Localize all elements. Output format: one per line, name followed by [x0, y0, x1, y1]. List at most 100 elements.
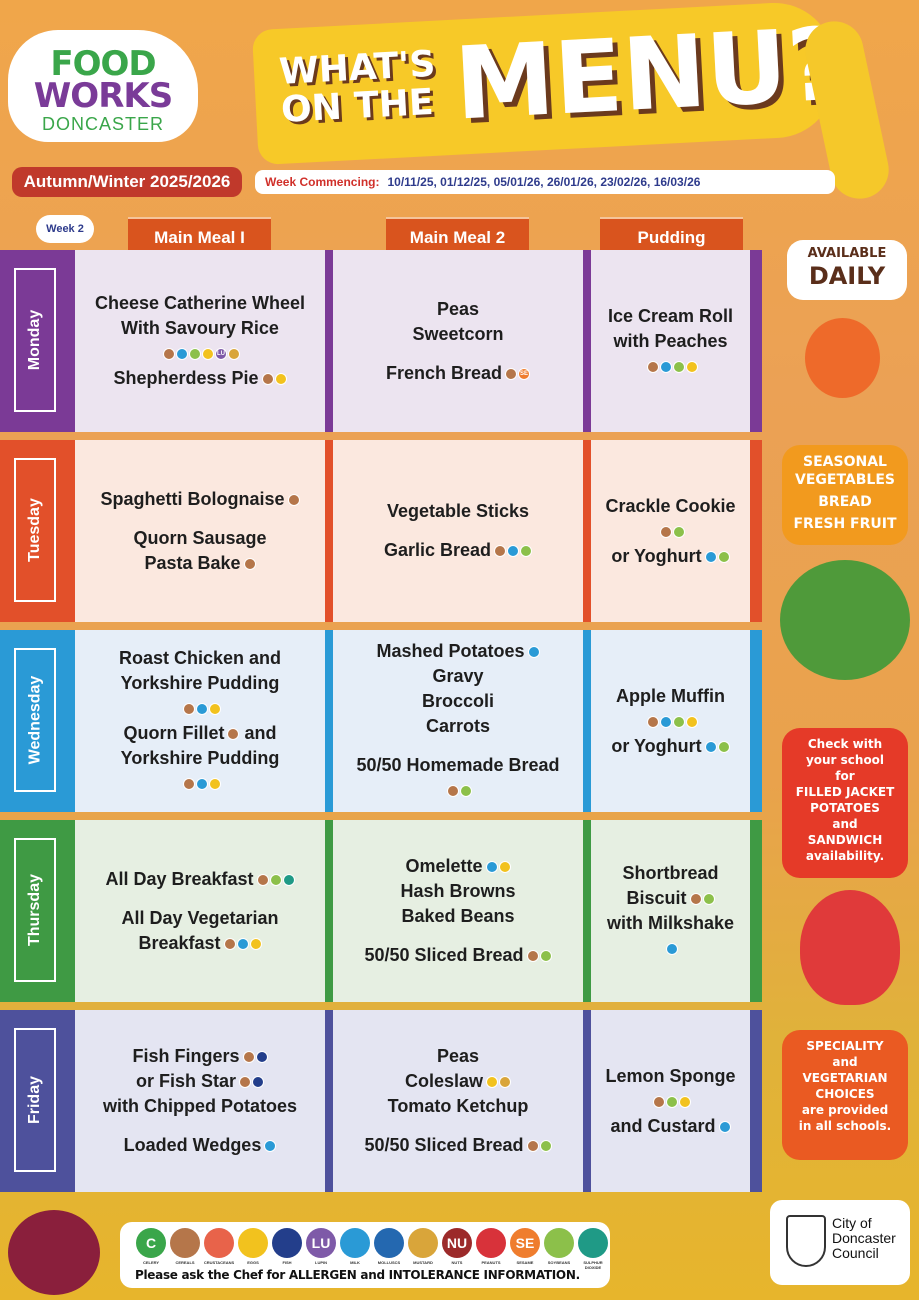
allergen-cereals-icon — [659, 525, 672, 538]
allergen-icons — [264, 1140, 277, 1153]
dish-line — [180, 772, 221, 795]
dish-line: or Fish Star — [136, 1070, 265, 1093]
menu-cell-main-meal-2: Peas Coleslaw Tomato Ketchup 50/50 Sliced B… — [333, 1010, 583, 1192]
dish-name: Loaded Wedges — [123, 1135, 262, 1155]
allergen-cereals-icon — [287, 493, 300, 506]
title-banner: WHAT'S ON THE MENU? — [251, 0, 848, 166]
dish-name: Baked Beans — [401, 906, 515, 926]
allergen-fish-icon — [255, 1051, 268, 1064]
orange-character — [805, 318, 880, 398]
dish-line: Crackle Cookie — [605, 495, 735, 518]
column-header-main-meal-2: Main Meal 2 — [386, 217, 529, 255]
allergen-cereals-icon — [261, 373, 274, 386]
allergen-milk-icon — [507, 545, 520, 558]
logo-line2: WORKS — [33, 76, 173, 116]
fish-icon — [272, 1228, 302, 1258]
check-text: and — [832, 817, 858, 831]
allergen-icons — [689, 893, 715, 906]
logo-line3: DONCASTER — [41, 114, 164, 134]
dish-line — [180, 697, 221, 720]
dish-name: 50/50 Homemade Bread — [356, 755, 560, 775]
allergen-icons — [242, 1051, 268, 1064]
allergen-icons — [718, 1120, 731, 1133]
dish-name: All Day Vegetarian — [121, 907, 279, 928]
allergen-eggs-icon — [208, 778, 221, 791]
allergen-milk-icon — [195, 778, 208, 791]
menu-cell-main-meal-2: Omelette Hash Browns Baked Beans 50/50 Slic… — [333, 820, 583, 1002]
check-text: availability. — [805, 849, 885, 863]
title-line2: MENU? — [451, 5, 849, 143]
menu-cell-main-meal-1: All Day Breakfast All Day Vegetarian Break… — [75, 820, 325, 1002]
day-label: Monday — [26, 309, 44, 371]
allergen-eggs-icon — [249, 937, 262, 950]
legend-item-milk: MILK — [338, 1228, 372, 1265]
allergen-icons — [447, 785, 472, 798]
allergen-soybeans-icon — [539, 950, 552, 963]
allergen-eggs-icon — [679, 1095, 691, 1108]
legend-item-soybeans: SOYBEANS — [542, 1228, 576, 1265]
day-label: Thursday — [26, 873, 44, 947]
day-tab: Thursday — [0, 820, 75, 1002]
allergen-soybeans-icon — [539, 1140, 552, 1153]
menu-cell-pudding: Lemon Sponge and Custard — [591, 1010, 750, 1192]
dish-name: Coleslaw — [404, 1071, 484, 1091]
council-logo: City of Doncaster Council — [770, 1200, 910, 1285]
allergen-milk-icon — [176, 348, 188, 361]
dish-name: French Bread — [385, 362, 503, 383]
legend-item-fish: FISH — [270, 1228, 304, 1265]
dish-line: Mashed Potatoes — [376, 640, 540, 663]
day-row-thursday: Thursday All Day Breakfast All Day Vegetar… — [0, 820, 762, 1002]
dish-line: Pasta Bake — [144, 552, 256, 575]
week-commencing-label: Week Commencing: — [265, 175, 380, 189]
check-text: SANDWICH — [807, 833, 883, 847]
dish-line: Yorkshire Pudding — [121, 747, 280, 770]
allergen-mustard-icon — [228, 348, 240, 361]
allergen-milk-icon — [666, 943, 678, 956]
dish-line: Tomato Ketchup — [388, 1095, 529, 1118]
dish-line: All Day Breakfast — [105, 868, 295, 891]
eggs-icon — [238, 1228, 268, 1258]
dish-name: All Day Breakfast — [105, 868, 254, 889]
legend-label: SULPHUR DIOXIDE — [583, 1260, 603, 1270]
peanuts-icon — [476, 1228, 506, 1258]
dish-name: Yorkshire Pudding — [120, 748, 280, 768]
menu-cell-pudding: Apple Muffin or Yoghurt — [591, 630, 750, 812]
day-tab: Tuesday — [0, 440, 75, 622]
week-commencing: Week Commencing: 10/11/25, 01/12/25, 05/0… — [255, 170, 835, 194]
dish-line: Peas — [437, 298, 479, 321]
day-label-box: Tuesday — [14, 458, 56, 602]
day-label: Wednesday — [26, 675, 43, 765]
dish-name: Ice Cream Roll — [607, 305, 734, 326]
allergen-soybeans-icon — [672, 360, 685, 373]
dish-name: Cheese Catherine Wheel — [94, 293, 306, 313]
allergen-fish-icon — [252, 1076, 265, 1089]
dish-name: Biscuit — [626, 888, 687, 908]
legend-label: MOLLUSCS — [377, 1260, 401, 1265]
dish-name: Breakfast — [138, 932, 221, 953]
dish-name: Crackle Cookie — [605, 495, 736, 516]
day-row-friday: Friday Fish Fingers or Fish Star with Chipp… — [0, 1010, 762, 1192]
allergen-soybeans-icon — [672, 715, 685, 728]
allergen-icons — [227, 728, 240, 741]
dish-line — [657, 520, 685, 543]
dish-line: with Milkshake — [607, 912, 734, 935]
allergen-soybeans-icon — [520, 545, 533, 558]
dish-line — [644, 710, 698, 733]
column-header-main-meal-1: Main Meal I — [128, 217, 271, 255]
legend-item-eggs: EGGS — [236, 1228, 270, 1265]
allergen-icons: LU — [163, 348, 240, 361]
speciality-text: in all schools. — [798, 1119, 892, 1133]
allergen-icons — [659, 525, 685, 538]
allergen-icons — [494, 545, 533, 558]
allergen-icons — [653, 1095, 691, 1108]
legend-label: CEREALS — [175, 1260, 195, 1265]
dish-name: With Savoury Rice — [121, 318, 279, 338]
dish-line — [663, 937, 678, 960]
allergen-eggs-icon — [685, 360, 698, 373]
dish-line — [444, 779, 472, 802]
legend-label: SOYBEANS — [547, 1260, 571, 1265]
allergen-icons — [646, 360, 698, 373]
allergen-cereals-icon — [182, 703, 195, 716]
dish-name: Quorn Sausage — [133, 527, 267, 548]
allergen-icons — [704, 550, 730, 563]
